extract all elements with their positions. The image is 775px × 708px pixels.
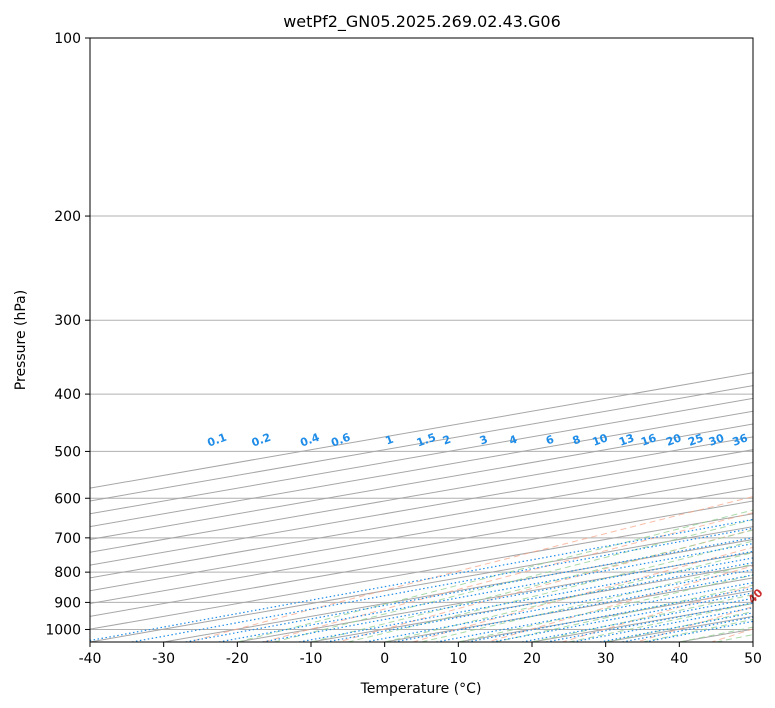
mixing-ratio-line	[299, 557, 753, 642]
x-axis-label: Temperature (°C)	[360, 681, 482, 697]
mixing-ratio-line	[599, 612, 753, 642]
plot-background	[90, 38, 753, 642]
mixing-ratio-line	[325, 562, 753, 642]
y-tick-label: 900	[54, 595, 81, 611]
x-tick-label: -10	[300, 651, 323, 667]
x-tick-label: 0	[380, 651, 389, 667]
moist-adiabat-line	[421, 563, 753, 642]
moist-adiabat-line	[495, 584, 753, 642]
y-axis-label: Pressure (hPa)	[13, 290, 29, 390]
mixing-ratio-line	[131, 527, 753, 642]
y-tick-label: 800	[54, 565, 81, 581]
chart-title: wetPf2_GN05.2025.269.02.43.G06	[283, 12, 561, 32]
mixing-ratio-label: 0.6	[329, 431, 352, 450]
mixing-ratio-label: 10	[591, 431, 610, 449]
mixing-ratio-label: 8	[571, 433, 583, 448]
mixing-ratio-label: 16	[639, 431, 658, 449]
mixing-ratio-label: 4	[507, 433, 519, 448]
dry-adiabat-line	[263, 512, 753, 642]
isotherm-line	[90, 526, 753, 642]
background-lines	[90, 496, 753, 642]
y-tick-label: 200	[54, 209, 81, 225]
mixing-ratio-label: 30	[707, 431, 726, 449]
mixing-ratio-label: 3	[478, 433, 490, 448]
isoline-labels: -100-90-80-70-60-50-40-30-20-10010203040…	[206, 431, 766, 607]
moist-adiabat-line	[458, 574, 753, 642]
isotherm-line	[90, 513, 753, 630]
x-tick-label: -40	[79, 651, 102, 667]
x-tick-label: -30	[152, 651, 175, 667]
y-tick-label: 500	[54, 444, 81, 460]
y-tick-label: 300	[54, 313, 81, 329]
mixing-ratio-line	[622, 616, 753, 642]
mixing-ratio-label: 0.2	[250, 431, 273, 450]
mixing-ratio-label: 25	[686, 431, 705, 448]
x-tick-label: 10	[449, 651, 467, 667]
moist-adiabat-line	[531, 594, 753, 642]
mixing-ratio-label: 20	[664, 431, 683, 449]
isotherm-line	[752, 641, 753, 642]
mixing-ratio-label: 2	[441, 433, 453, 448]
isotherm-line	[90, 487, 753, 605]
y-tick-label: 700	[54, 531, 81, 547]
mixing-ratio-label: 0.1	[206, 431, 229, 450]
mixing-ratio-line	[218, 542, 753, 642]
gridlines	[90, 38, 753, 642]
mixing-ratio-label: 1	[384, 433, 396, 448]
y-tick-label: 400	[54, 387, 81, 403]
x-tick-label: 50	[744, 651, 762, 667]
mixing-ratio-line	[262, 550, 753, 642]
moist-adiabat-line	[237, 509, 753, 642]
isotherm-line	[90, 449, 753, 566]
isotherm-line	[90, 474, 753, 592]
mixing-ratio-label: 1.5	[415, 431, 438, 450]
y-tick-label: 600	[54, 491, 81, 507]
x-tick-label: 30	[597, 651, 615, 667]
isotherm-line	[90, 500, 753, 617]
y-tick-label: 100	[54, 31, 81, 47]
x-tick-label: -20	[226, 651, 249, 667]
moist-adiabat-line	[384, 552, 753, 642]
y-tick-label: 1000	[45, 622, 81, 638]
mixing-ratio-label: 13	[617, 431, 636, 448]
moist-adiabat-line	[310, 529, 753, 642]
mixing-ratio-label: 0.4	[298, 431, 321, 450]
mixing-ratio-label: 6	[544, 433, 556, 448]
x-tick-label: 20	[523, 651, 541, 667]
x-tick-label: 40	[670, 651, 688, 667]
isotherm-line	[163, 538, 753, 642]
plot-frame	[89, 37, 754, 643]
isotherm-line	[90, 462, 753, 579]
mixing-ratio-label: 36	[731, 431, 750, 449]
isotherm-line	[90, 436, 753, 553]
axis-ticks: -40 -30 -20 -10 0 10 20 30 40 5010020030040050060…	[45, 31, 762, 667]
plot-area: -100-90-80-70-60-50-40-30-20-10010203040…	[89, 37, 766, 643]
dry-adiabat-line	[338, 529, 753, 642]
